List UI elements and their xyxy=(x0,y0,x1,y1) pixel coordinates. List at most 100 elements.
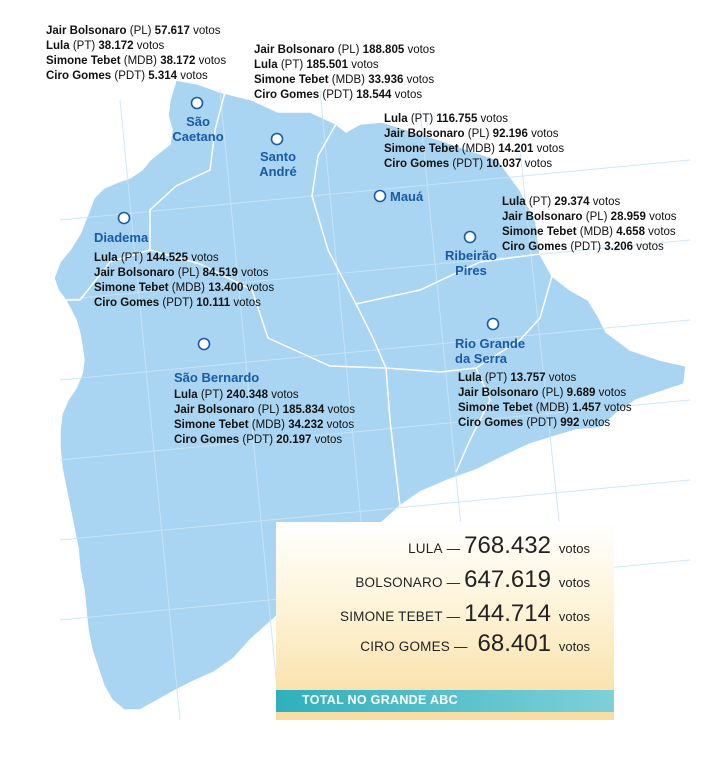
candidate-name: Ciro Gomes xyxy=(502,241,568,253)
sao-caetano-marker xyxy=(190,96,204,110)
vote-row: Jair Bolsonaro (PL) 84.519 votos xyxy=(94,266,274,281)
total-dash: — xyxy=(446,609,461,624)
city-label-line: São xyxy=(186,114,210,129)
vote-row: Simone Tebet (MDB) 14.201 votos xyxy=(384,142,564,157)
candidate-party: (PL) xyxy=(129,25,152,37)
candidate-name: Jair Bolsonaro xyxy=(46,25,127,37)
candidate-name: Jair Bolsonaro xyxy=(254,44,335,56)
total-dash: — xyxy=(446,541,461,556)
candidate-name: Lula xyxy=(46,40,70,52)
total-row-simone-tebet: SIMONE TEBET —144.714 votos xyxy=(340,600,590,628)
sao-bernardo-marker xyxy=(197,337,211,351)
candidate-name: Jair Bolsonaro xyxy=(384,128,465,140)
candidate-name: Simone Tebet xyxy=(46,55,121,67)
total-votes: 647.619 xyxy=(464,566,551,593)
votes-diadema: Lula (PT) 144.525 votos Jair Bolsonaro (P… xyxy=(94,251,274,311)
candidate-party: (PL) xyxy=(177,267,200,279)
vote-count: 185.834 xyxy=(282,404,325,416)
total-row-lula: LULA —768.432 votos xyxy=(408,532,590,560)
vote-count: 144.525 xyxy=(146,252,188,264)
candidate-name: Jair Bolsonaro xyxy=(174,404,255,416)
candidate-party: (MDB) xyxy=(331,74,365,86)
city-label-line: Caetano xyxy=(172,129,224,144)
city-label-sao-caetano: São Caetano xyxy=(170,114,226,144)
candidate-party: (PDT) xyxy=(452,158,484,170)
candidate-party: (PL) xyxy=(337,44,360,56)
votes-sao-bernardo: Lula (PT) 240.348 votos Jair Bolsonaro (P… xyxy=(174,388,355,448)
vote-unit: votos xyxy=(524,158,553,170)
vote-unit: votos xyxy=(327,404,355,416)
candidate-party: (PDT) xyxy=(322,89,354,101)
total-unit: votos xyxy=(558,541,590,556)
candidate-party: (PT) xyxy=(72,40,96,52)
vote-count: 33.936 xyxy=(368,74,404,86)
city-label-line: Ribeirão xyxy=(444,248,497,263)
vote-row: Jair Bolsonaro (PL) 185.834 votos xyxy=(174,403,355,418)
vote-row: Lula (PT) 38.172 votos xyxy=(46,39,226,54)
city-label-maua: Mauá xyxy=(390,189,423,204)
candidate-name: Lula xyxy=(174,389,198,401)
vote-count: 13.400 xyxy=(208,282,244,294)
vote-unit: votos xyxy=(548,372,577,384)
vote-count: 18.544 xyxy=(356,89,392,101)
vote-count: 4.658 xyxy=(616,226,645,238)
candidate-name: Ciro Gomes xyxy=(458,417,524,429)
city-label-ribeirao-pires: Ribeirão Pires xyxy=(440,248,502,278)
vote-count: 188.805 xyxy=(362,44,405,56)
vote-count: 5.314 xyxy=(148,70,178,82)
vote-row: Simone Tebet (MDB) 33.936 votos xyxy=(254,73,435,88)
vote-count: 1.457 xyxy=(572,402,601,414)
vote-row: Lula (PT) 116.755 votos xyxy=(384,112,564,127)
city-label-line: Diadema xyxy=(94,230,149,245)
vote-row: Simone Tebet (MDB) 1.457 votos xyxy=(458,401,632,416)
candidate-party: (PT) xyxy=(410,113,434,125)
votes-rio-grande-da-serra: Lula (PT) 13.757 votos Jair Bolsonaro (PL… xyxy=(458,371,632,431)
vote-row: Lula (PT) 185.501 votos xyxy=(254,58,435,73)
candidate-party: (PL) xyxy=(467,128,490,140)
total-votes: 144.714 xyxy=(464,600,551,627)
vote-count: 20.197 xyxy=(276,434,312,446)
vote-row: Simone Tebet (MDB) 38.172 votos xyxy=(46,54,226,69)
total-votes: 68.401 xyxy=(477,630,551,657)
maua-marker xyxy=(373,189,387,203)
city-markers xyxy=(117,96,500,351)
candidate-name: Simone Tebet xyxy=(458,402,533,414)
total-unit: votos xyxy=(558,609,590,624)
candidate-party: (PDT) xyxy=(242,434,274,446)
rio-grande-da-serra-marker xyxy=(486,317,500,331)
vote-unit: votos xyxy=(604,402,632,414)
candidate-name: Ciro Gomes xyxy=(384,158,450,170)
candidate-name: Simone Tebet xyxy=(384,143,459,155)
candidate-name: Ciro Gomes xyxy=(254,89,320,101)
total-dash: — xyxy=(446,575,461,590)
candidate-party: (MDB) xyxy=(251,419,285,431)
vote-unit: votos xyxy=(649,211,677,223)
vote-row: Lula (PT) 144.525 votos xyxy=(94,251,274,266)
city-label-line: Mauá xyxy=(390,189,424,204)
vote-unit: votos xyxy=(592,196,621,208)
vote-unit: votos xyxy=(233,297,261,309)
vote-count: 34.232 xyxy=(288,419,324,431)
city-label-line: Rio Grande xyxy=(455,336,526,351)
santo-andre-marker xyxy=(270,132,284,146)
vote-row: Simone Tebet (MDB) 13.400 votos xyxy=(94,281,274,296)
vote-count: 84.519 xyxy=(202,267,238,279)
candidate-name: Lula xyxy=(502,196,526,208)
votes-sao-caetano: Jair Bolsonaro (PL) 57.617 votos Lula (PT… xyxy=(46,24,226,84)
candidate-name: Lula xyxy=(458,372,482,384)
vote-row: Jair Bolsonaro (PL) 28.959 votos xyxy=(502,210,677,225)
total-row-ciro-gomes: CIRO GOMES — 68.401 votos xyxy=(360,630,590,658)
vote-unit: votos xyxy=(351,59,379,71)
vote-unit: votos xyxy=(406,74,435,86)
vote-unit: votos xyxy=(198,55,227,67)
vote-row: Lula (PT) 240.348 votos xyxy=(174,388,355,403)
vote-unit: votos xyxy=(246,282,275,294)
candidate-name: Jair Bolsonaro xyxy=(502,211,583,223)
vote-row: Simone Tebet (MDB) 4.658 votos xyxy=(502,225,677,240)
vote-unit: votos xyxy=(136,40,165,52)
vote-row: Lula (PT) 29.374 votos xyxy=(502,195,677,210)
candidate-name: Simone Tebet xyxy=(94,282,169,294)
candidate-party: (PT) xyxy=(280,59,304,71)
candidate-party: (MDB) xyxy=(579,226,613,238)
votes-santo-andre: Jair Bolsonaro (PL) 188.805 votos Lula (P… xyxy=(254,43,435,103)
